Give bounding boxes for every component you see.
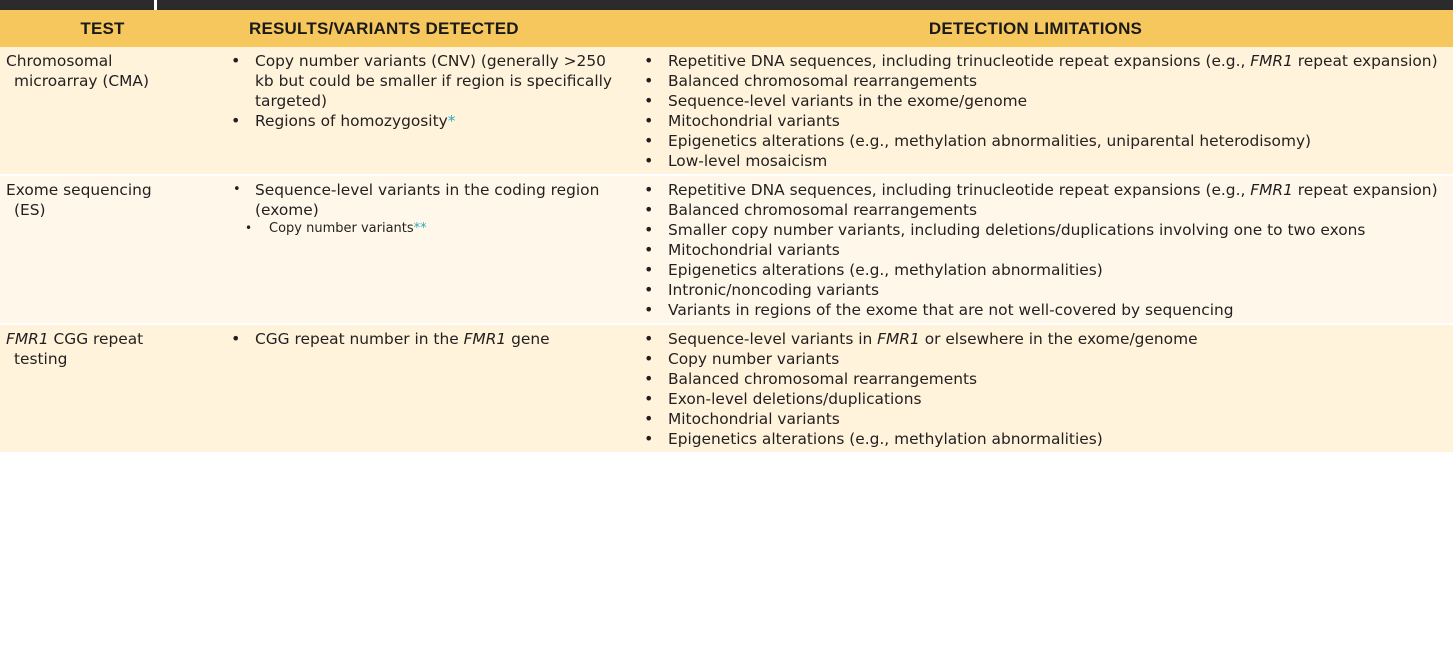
list-item: Copy number variants** (231, 220, 612, 237)
top-strip (0, 0, 1453, 10)
text-segment: Exon-level deletions/duplications (668, 390, 922, 408)
header-test: TEST (0, 10, 205, 47)
gene-symbol: FMR1 (6, 330, 49, 348)
text-segment: Epigenetics alterations (e.g., methylati… (668, 261, 1103, 279)
text-segment: Copy number variants (668, 350, 840, 368)
list-item: Balanced chromosomal rearrangements (644, 369, 1447, 389)
text-segment: Epigenetics alterations (e.g., methylati… (668, 430, 1103, 448)
footnote-marker: * (447, 112, 456, 130)
text-segment: Balanced chromosomal rearrangements (668, 370, 978, 388)
list-item: Copy number variants (CNV) (generally >2… (231, 51, 612, 111)
text-segment: gene (506, 330, 550, 348)
list-item: Exon-level deletions/duplications (644, 389, 1447, 409)
text-segment: Mitochondrial variants (668, 112, 840, 130)
text-segment: Epigenetics alterations (e.g., methylati… (668, 132, 1312, 150)
header-results: RESULTS/VARIANTS DETECTED (205, 10, 618, 47)
results-list: Copy number variants (CNV) (generally >2… (211, 51, 612, 131)
text-segment: Chromosomal (6, 52, 113, 70)
list-item: Epigenetics alterations (e.g., methylati… (644, 131, 1447, 151)
table-row-fmr1: FMR1 CGG repeat testing CGG repeat numbe… (0, 324, 1453, 454)
text-segment: Sequence-level variants in the coding re… (255, 181, 600, 219)
gene-symbol: FMR1 (1250, 181, 1293, 199)
text-segment: Balanced chromosomal rearrangements (668, 201, 978, 219)
list-item: CGG repeat number in the FMR1 gene (231, 329, 612, 349)
list-item: Regions of homozygosity* (231, 111, 612, 131)
text-segment: Copy number variants (269, 221, 414, 236)
test-name-line1: FMR1 CGG repeat (6, 330, 143, 348)
text-segment: Repetitive DNA sequences, including trin… (668, 52, 1251, 70)
test-name-line1: Exome sequencing (6, 181, 152, 199)
limitations-list: Repetitive DNA sequences, including trin… (624, 180, 1447, 320)
limitations-list: Sequence-level variants in FMR1 or elsew… (624, 329, 1447, 449)
results-cell: Copy number variants (CNV) (generally >2… (205, 47, 618, 176)
results-list: Sequence-level variants in the coding re… (211, 180, 612, 237)
gene-symbol: FMR1 (1250, 52, 1293, 70)
list-item: Low-level mosaicism (644, 151, 1447, 171)
header-limitations: DETECTION LIMITATIONS (618, 10, 1453, 47)
list-item: Epigenetics alterations (e.g., methylati… (644, 429, 1447, 449)
table-row-es: Exome sequencing (ES) Sequence-level var… (0, 175, 1453, 325)
list-item: Repetitive DNA sequences, including trin… (644, 51, 1447, 71)
limitations-cell: Repetitive DNA sequences, including trin… (618, 47, 1453, 176)
results-list: CGG repeat number in the FMR1 gene (211, 329, 612, 349)
text-segment: Low-level mosaicism (668, 152, 828, 170)
text-segment: Variants in regions of the exome that ar… (668, 301, 1234, 319)
results-cell: CGG repeat number in the FMR1 gene (205, 324, 618, 454)
limitations-cell: Sequence-level variants in FMR1 or elsew… (618, 324, 1453, 454)
text-segment: CGG repeat (48, 330, 144, 348)
table-row-cma: Chromosomal microarray (CMA) Copy number… (0, 47, 1453, 176)
text-segment: Repetitive DNA sequences, including trin… (668, 181, 1251, 199)
gene-symbol: FMR1 (463, 330, 507, 348)
list-item: Mitochondrial variants (644, 111, 1447, 131)
test-cell: FMR1 CGG repeat testing (0, 324, 205, 454)
limitations-cell: Repetitive DNA sequences, including trin… (618, 175, 1453, 325)
header-row: TEST RESULTS/VARIANTS DETECTED DETECTION… (0, 10, 1453, 47)
text-segment: repeat expansion) (1292, 181, 1438, 199)
results-cell: Sequence-level variants in the coding re… (205, 175, 618, 325)
footnote-marker: ** (413, 221, 427, 236)
list-item: Balanced chromosomal rearrangements (644, 200, 1447, 220)
list-item: Mitochondrial variants (644, 409, 1447, 429)
test-cell: Chromosomal microarray (CMA) (0, 47, 205, 176)
test-name-line2: microarray (CMA) (6, 71, 199, 91)
list-item: Epigenetics alterations (e.g., methylati… (644, 260, 1447, 280)
test-name-line2: testing (6, 349, 199, 369)
text-segment: Copy number variants (CNV) (generally >2… (255, 52, 612, 110)
text-segment: repeat expansion) (1292, 52, 1438, 70)
limitations-list: Repetitive DNA sequences, including trin… (624, 51, 1447, 171)
list-item: Intronic/noncoding variants (644, 280, 1447, 300)
text-segment: Regions of homozygosity (255, 112, 448, 130)
list-item: Balanced chromosomal rearrangements (644, 71, 1447, 91)
text-segment: testing (14, 350, 68, 368)
list-item: Sequence-level variants in the coding re… (231, 180, 612, 220)
list-item: Copy number variants (644, 349, 1447, 369)
gene-symbol: FMR1 (877, 330, 920, 348)
list-item: Sequence-level variants in FMR1 or elsew… (644, 329, 1447, 349)
text-segment: CGG repeat number in the (255, 330, 464, 348)
test-name-line1: Chromosomal (6, 52, 112, 70)
text-segment: Exome sequencing (6, 181, 152, 199)
text-segment: (ES) (14, 201, 46, 219)
text-segment: Smaller copy number variants, including … (668, 221, 1366, 239)
text-segment: Balanced chromosomal rearrangements (668, 72, 978, 90)
test-name-line2: (ES) (6, 200, 199, 220)
text-segment: Mitochondrial variants (668, 410, 840, 428)
text-segment: microarray (CMA) (14, 72, 149, 90)
list-item: Sequence-level variants in the exome/gen… (644, 91, 1447, 111)
list-item: Smaller copy number variants, including … (644, 220, 1447, 240)
text-segment: Intronic/noncoding variants (668, 281, 880, 299)
text-segment: Sequence-level variants in (668, 330, 878, 348)
test-cell: Exome sequencing (ES) (0, 175, 205, 325)
text-segment: Sequence-level variants in the exome/gen… (668, 92, 1028, 110)
list-item: Mitochondrial variants (644, 240, 1447, 260)
list-item: Repetitive DNA sequences, including trin… (644, 180, 1447, 200)
list-item: Variants in regions of the exome that ar… (644, 300, 1447, 320)
text-segment: Mitochondrial variants (668, 241, 840, 259)
text-segment: or elsewhere in the exome/genome (919, 330, 1198, 348)
top-strip-divider (154, 0, 157, 10)
genetic-testing-table: TEST RESULTS/VARIANTS DETECTED DETECTION… (0, 10, 1453, 454)
